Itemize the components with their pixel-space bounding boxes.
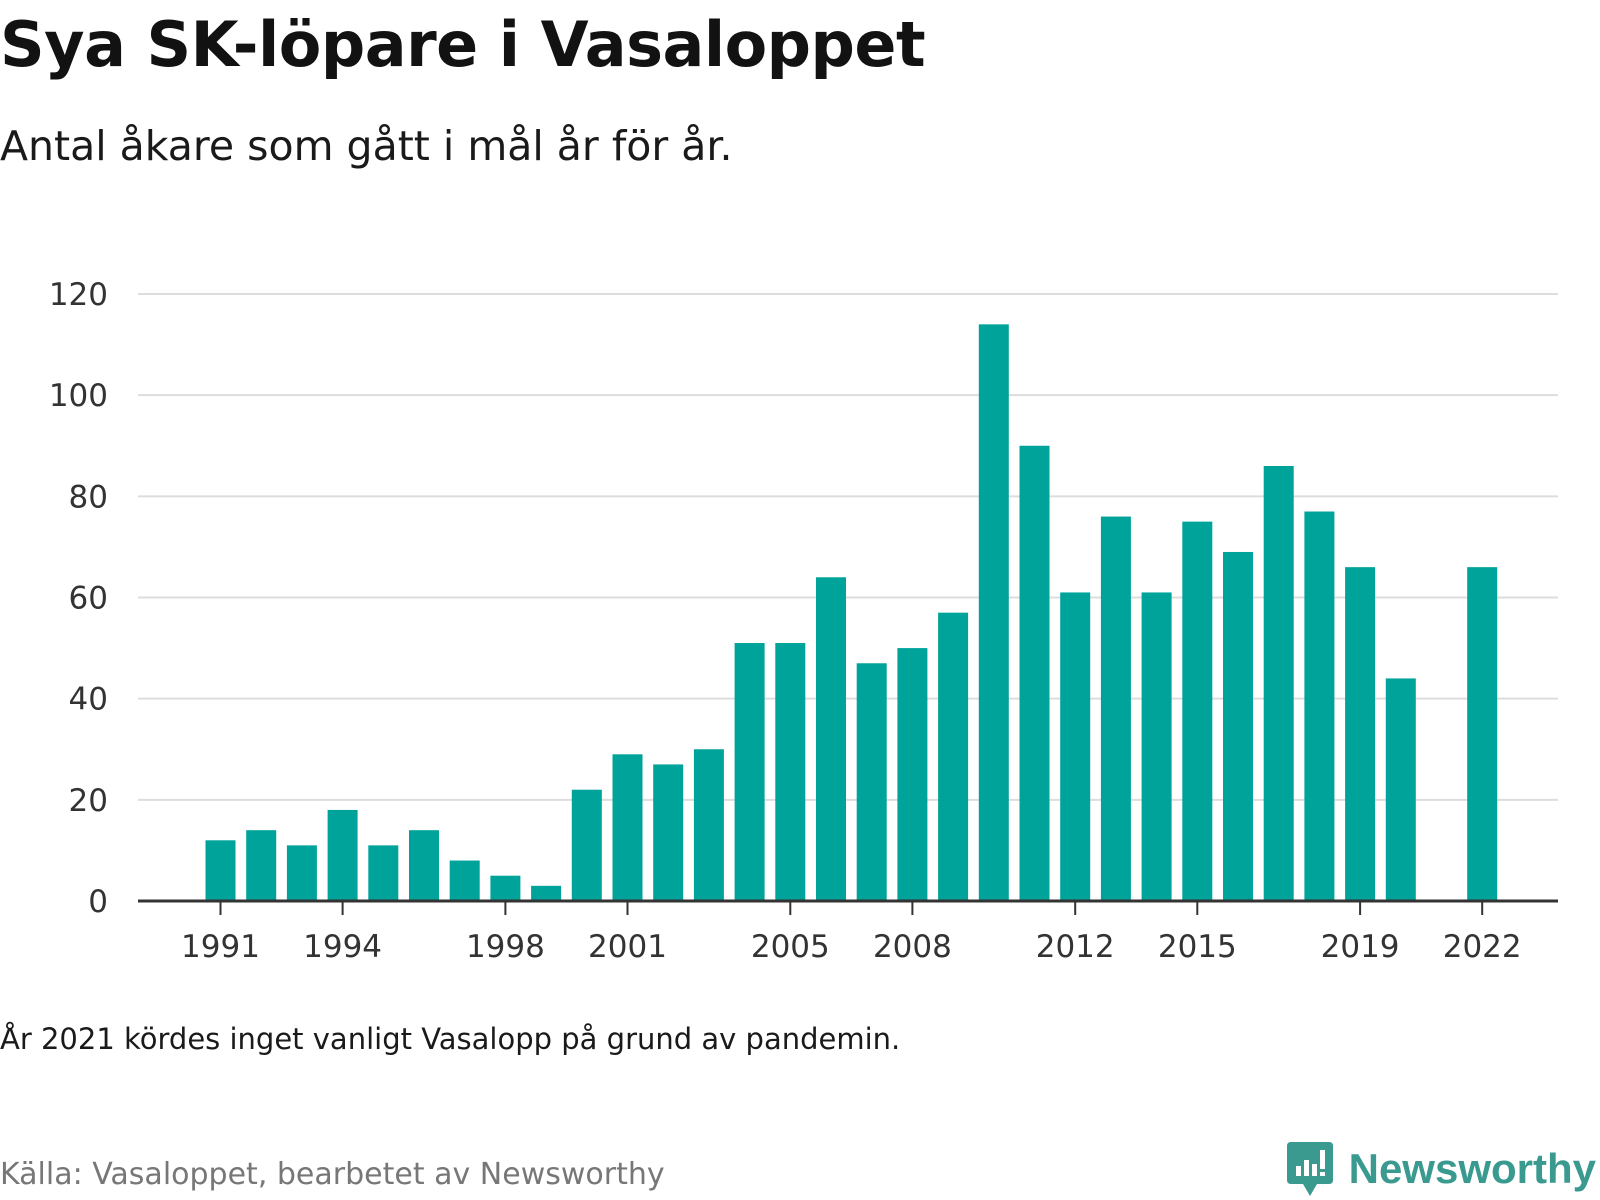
- y-tick-label: 60: [69, 581, 108, 617]
- bar-2011: [1019, 445, 1050, 901]
- bar-2005: [775, 643, 806, 901]
- chart-note: År 2021 kördes inget vanligt Vasalopp på…: [0, 1022, 901, 1056]
- brand-logo: Newsworthy: [1285, 1140, 1596, 1198]
- bar-2008: [897, 648, 928, 901]
- bar-2004: [734, 643, 765, 901]
- y-tick-label: 100: [49, 378, 108, 414]
- x-axis-labels: 1991 1994 1998 2001 2005 2008 2012 2015 2019 2022: [181, 929, 1522, 960]
- bar-2006: [816, 577, 846, 901]
- source-credit: Källa: Vasaloppet, bearbetet av Newswort…: [0, 1157, 665, 1192]
- bar-1993: [286, 845, 317, 901]
- bars: [205, 324, 1498, 902]
- chart-subtitle: Antal åkare som gått i mål år för år.: [0, 122, 733, 170]
- bar-2002: [653, 764, 684, 901]
- bar-2013: [1100, 516, 1131, 901]
- x-tick-label: 1991: [181, 929, 260, 960]
- bar-1994: [327, 809, 358, 901]
- bar-chart: 0 20 40 60 80 100 120 1991 1994 1998 2001 2005 2008…: [49, 277, 1558, 960]
- x-tick-label: 2015: [1158, 929, 1237, 960]
- bar-2001: [612, 754, 643, 901]
- brand-name: Newsworthy: [1348, 1145, 1596, 1192]
- bar-2009: [938, 612, 969, 901]
- bar-2000: [571, 789, 602, 901]
- bar-2022: [1467, 567, 1498, 901]
- bar-1997: [449, 860, 480, 901]
- bar-2020: [1385, 678, 1416, 901]
- y-tick-label: 20: [69, 783, 108, 819]
- bar-1992: [246, 830, 277, 901]
- bar-1999: [531, 885, 562, 901]
- y-axis-labels: 0 20 40 60 80 100 120: [49, 277, 108, 920]
- bar-1998: [490, 875, 521, 901]
- bar-2003: [693, 749, 724, 901]
- x-tick-label: 2005: [751, 929, 830, 960]
- bar-2007: [856, 663, 887, 901]
- bar-1991: [205, 840, 236, 901]
- bar-1996: [409, 830, 439, 901]
- grid-lines: [138, 293, 1558, 801]
- bar-2010: [978, 324, 1009, 902]
- y-tick-label: 120: [49, 277, 108, 313]
- bar-2014: [1141, 592, 1172, 901]
- bar-2017: [1263, 465, 1294, 901]
- bar-2018: [1304, 511, 1335, 901]
- x-tick-label: 1994: [303, 929, 382, 960]
- y-tick-label: 0: [88, 884, 108, 920]
- y-tick-label: 80: [69, 479, 108, 515]
- bar-2016: [1223, 551, 1253, 901]
- bar-1995: [368, 845, 399, 901]
- newsworthy-bar-chart-icon: [1286, 1142, 1333, 1196]
- x-tick-label: 2012: [1036, 929, 1115, 960]
- x-axis: [138, 899, 1558, 915]
- y-tick-label: 40: [69, 682, 108, 718]
- bar-2019: [1345, 567, 1376, 901]
- chart-title: Sya SK-löpare i Vasaloppet: [0, 8, 926, 81]
- x-tick-label: 2019: [1321, 929, 1400, 960]
- x-tick-label: 1998: [466, 929, 545, 960]
- x-tick-label: 2022: [1443, 929, 1522, 960]
- x-tick-label: 2001: [588, 929, 667, 960]
- bar-2015: [1182, 521, 1213, 901]
- x-tick-label: 2008: [873, 929, 952, 960]
- bar-2012: [1060, 592, 1091, 901]
